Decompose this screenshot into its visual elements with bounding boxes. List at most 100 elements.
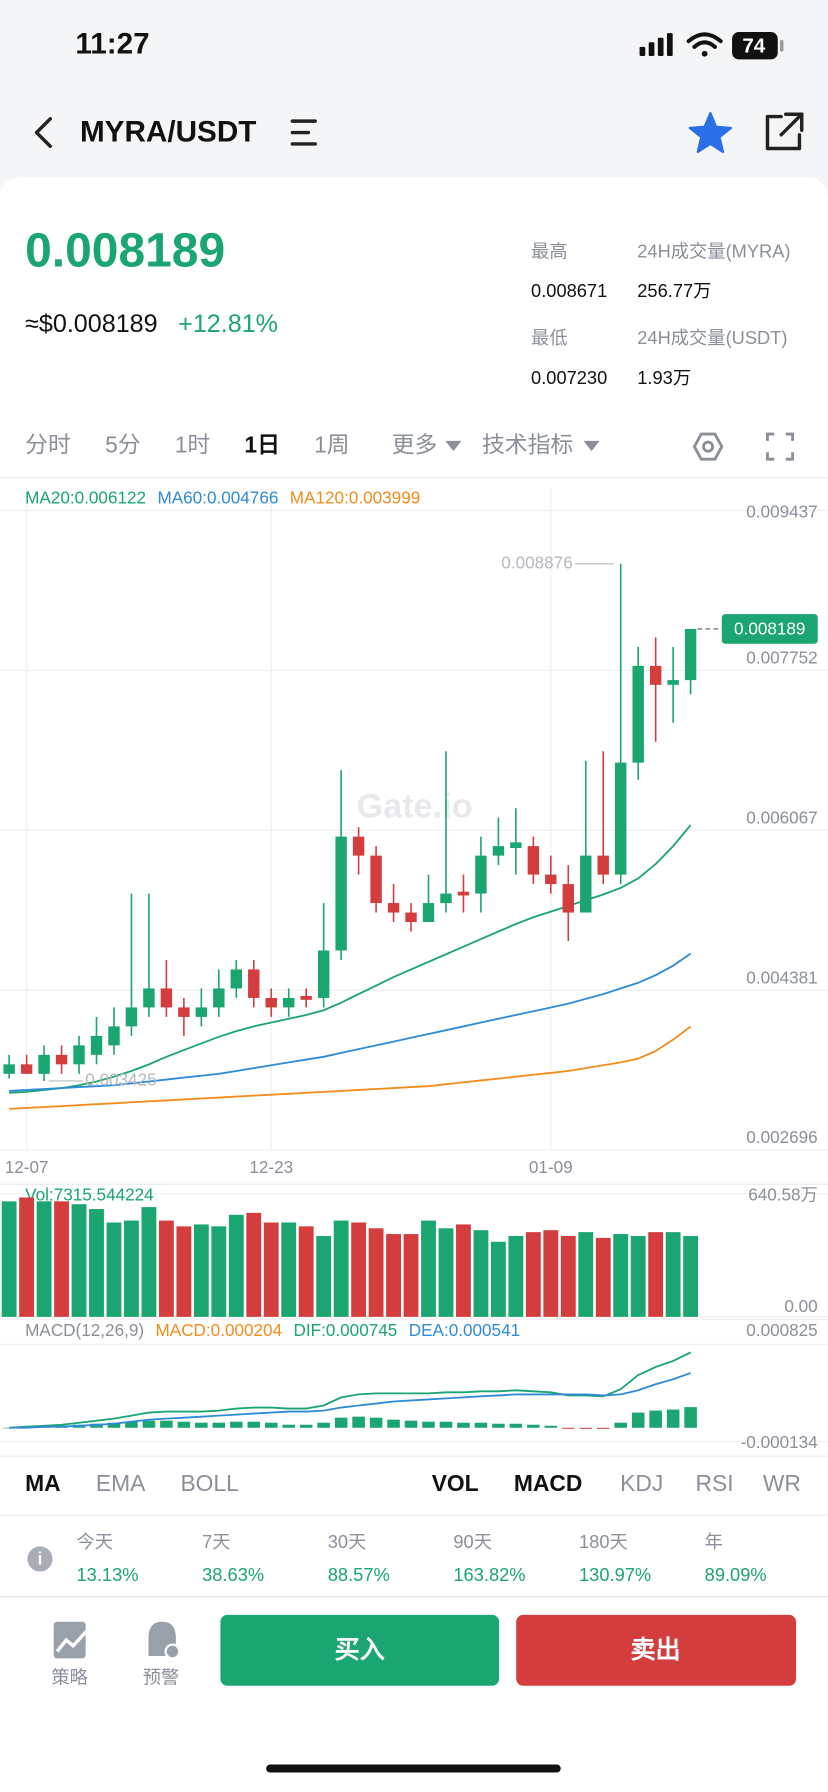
legend-entry: MA20:0.006122 — [25, 488, 146, 508]
period-label: 今天 — [77, 1531, 114, 1552]
volume-bar — [281, 1222, 297, 1317]
sub-indicator-tab[interactable]: KDJ — [620, 1470, 663, 1496]
info-icon-glyph: i — [38, 1549, 43, 1569]
volume-bar — [490, 1241, 506, 1317]
strategy-label[interactable]: 策略 — [51, 1667, 88, 1688]
fullscreen-icon[interactable] — [766, 432, 795, 461]
macd-histogram-bar — [212, 1422, 226, 1428]
volume-bar — [1, 1201, 17, 1317]
candle-body — [632, 665, 644, 763]
sub-indicator-tab[interactable]: RSI — [696, 1470, 734, 1496]
volume-bar — [19, 1197, 35, 1317]
candle-body — [3, 1064, 15, 1074]
home-indicator — [266, 1764, 561, 1773]
volume-bar — [683, 1235, 699, 1317]
high-value: 0.008671 — [531, 280, 607, 301]
battery — [732, 32, 778, 60]
timeframe-tab-active[interactable]: 1日 — [244, 432, 280, 458]
macd-histogram-bar — [107, 1422, 121, 1428]
strategy-icon[interactable] — [53, 1621, 89, 1659]
volume-bar — [421, 1220, 436, 1317]
candle-body — [597, 855, 609, 875]
candle-body — [195, 1007, 208, 1017]
candle-body — [370, 855, 382, 904]
battery-cap — [780, 40, 784, 52]
volume-quote-label: 24H成交量(USDT) — [637, 327, 787, 348]
y-tick-label: 0.000825 — [746, 1320, 817, 1340]
favorite-star[interactable] — [688, 111, 733, 154]
current-price-tag — [721, 614, 818, 644]
pair-title[interactable]: MYRA/USDT — [80, 116, 256, 149]
sell-label[interactable]: 卖出 — [630, 1636, 680, 1664]
pair-menu-icon[interactable] — [290, 119, 317, 146]
dropdown-arrow — [583, 440, 600, 452]
macd-histogram-bar — [527, 1424, 540, 1428]
y-tick-label: 0.007752 — [746, 648, 817, 668]
legend-entry: MACD:0.000204 — [156, 1320, 283, 1340]
settings-icon[interactable] — [692, 432, 724, 461]
candle-body — [527, 846, 540, 875]
more-tab[interactable]: 更多 — [392, 432, 438, 458]
y-tick-label: 0.006067 — [746, 807, 817, 827]
timeframe-tab[interactable]: 1时 — [175, 432, 211, 458]
back-button[interactable] — [34, 117, 52, 148]
period-return: 88.57% — [328, 1564, 390, 1585]
kline-chart: 0.009437 0.007752 0.006067 0.004381 0.002696… — [0, 488, 828, 1452]
buy-label[interactable]: 买入 — [335, 1636, 385, 1664]
period-return: 89.09% — [705, 1564, 767, 1585]
y-tick-label: -0.000134 — [741, 1432, 819, 1452]
macd-histogram-bar — [142, 1420, 156, 1428]
macd-histogram-bar — [369, 1417, 383, 1428]
indicators-tab[interactable]: 技术指标 — [482, 432, 573, 458]
volume-bar — [630, 1235, 646, 1317]
candle-body — [440, 893, 452, 904]
volume-bar — [473, 1230, 489, 1317]
main-indicator-tab[interactable]: BOLL — [180, 1470, 238, 1496]
timeframe-tab[interactable]: 1周 — [314, 432, 350, 458]
y-tick-label: 0.002696 — [746, 1127, 817, 1147]
legend-entry: MA60:0.004766 — [157, 488, 278, 508]
x-tick-label: 12-23 — [249, 1157, 293, 1177]
macd-line — [9, 1351, 692, 1429]
candle-body — [422, 903, 435, 923]
sub-indicator-tab[interactable]: VOL — [432, 1470, 479, 1496]
high-label: 最高 — [531, 240, 568, 261]
timeframe-tab[interactable]: 分时 — [25, 432, 71, 458]
sub-indicator-tab[interactable]: WR — [763, 1470, 801, 1496]
sub-indicator-tab[interactable]: MACD — [514, 1470, 582, 1496]
alert-label[interactable]: 预警 — [143, 1667, 180, 1688]
macd-histogram-bar — [492, 1423, 505, 1428]
main-indicator-tab[interactable]: MA — [25, 1470, 61, 1496]
candle-body — [248, 969, 260, 998]
y-tick-label: 0.009437 — [746, 501, 817, 521]
candle-body — [283, 997, 295, 1008]
share-button[interactable] — [765, 112, 804, 151]
buy-button[interactable] — [220, 1614, 500, 1686]
candle-body — [55, 1054, 68, 1065]
sell-button[interactable] — [516, 1614, 797, 1686]
volume-bar — [298, 1226, 314, 1317]
volume-bar — [386, 1234, 401, 1317]
period-label: 90天 — [453, 1531, 492, 1552]
volume-bar — [211, 1226, 227, 1317]
timeframe-tab[interactable]: 5分 — [105, 432, 141, 458]
volume-bar — [158, 1220, 174, 1317]
alert-icon[interactable] — [148, 1621, 181, 1660]
current-price-label: 0.008189 — [734, 619, 805, 639]
low-label: 最低 — [531, 327, 568, 348]
macd-histogram-bar — [160, 1420, 173, 1428]
macd-histogram-bar — [387, 1419, 400, 1428]
volume-bar — [351, 1222, 367, 1317]
info-icon[interactable] — [27, 1546, 53, 1572]
volume-bar — [543, 1230, 559, 1317]
macd-histogram-bar — [562, 1427, 575, 1429]
moving-average-line — [9, 824, 692, 1094]
candle-body — [545, 874, 557, 885]
main-indicator-tab[interactable]: EMA — [96, 1470, 146, 1496]
candle-body — [108, 1026, 120, 1046]
legend-entry: DEA:0.000541 — [409, 1320, 520, 1340]
period-label: 180天 — [579, 1531, 628, 1552]
candle-body — [143, 988, 155, 1008]
